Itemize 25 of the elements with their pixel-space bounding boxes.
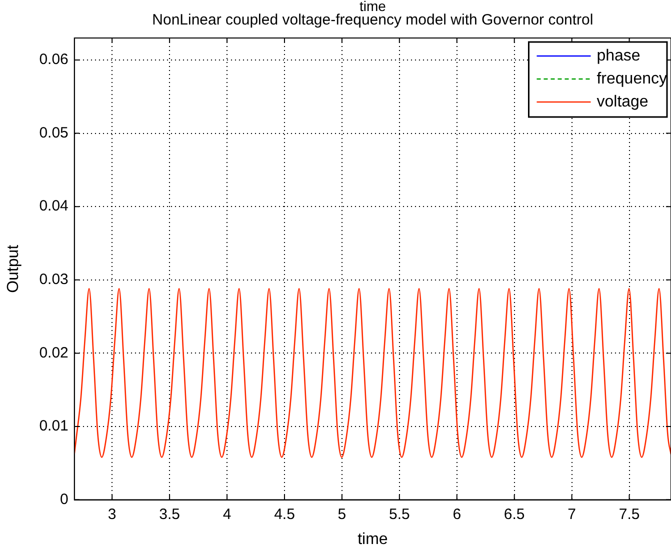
y-tick-label: 0.05 bbox=[39, 124, 68, 142]
y-tick-label: 0.01 bbox=[39, 418, 68, 435]
y-tick-label: 0.06 bbox=[39, 51, 68, 68]
x-tick-label: 3 bbox=[108, 506, 116, 523]
x-tick-label: 6.5 bbox=[504, 506, 525, 523]
x-tick-label: 5.5 bbox=[388, 506, 410, 523]
legend-label: frequency bbox=[596, 70, 667, 88]
y-axis-title: Output bbox=[5, 244, 22, 293]
x-tick-label: 5 bbox=[338, 506, 346, 523]
x-tick-label: 6 bbox=[452, 506, 462, 523]
x-tick-label: 7.5 bbox=[618, 506, 640, 523]
x-tick-label: 4.5 bbox=[274, 506, 295, 523]
chart-title: NonLinear coupled voltage-frequency model with Governor control bbox=[152, 12, 594, 29]
x-tick-label: 4 bbox=[222, 506, 232, 523]
line-series bbox=[74, 288, 671, 458]
text: time bbox=[359, 0, 386, 14]
y-tick-label: 0.03 bbox=[39, 271, 68, 288]
legend-label: phase bbox=[596, 47, 640, 64]
x-tick-label: 7 bbox=[568, 506, 576, 523]
y-tick-label: 0 bbox=[60, 490, 68, 508]
y-tick-label: 0.02 bbox=[39, 344, 68, 362]
x-tick-label: 3.5 bbox=[159, 506, 180, 523]
x-axis-title: time bbox=[358, 530, 388, 548]
y-tick-label: 0.04 bbox=[39, 198, 68, 215]
legend-label: voltage bbox=[596, 93, 648, 110]
